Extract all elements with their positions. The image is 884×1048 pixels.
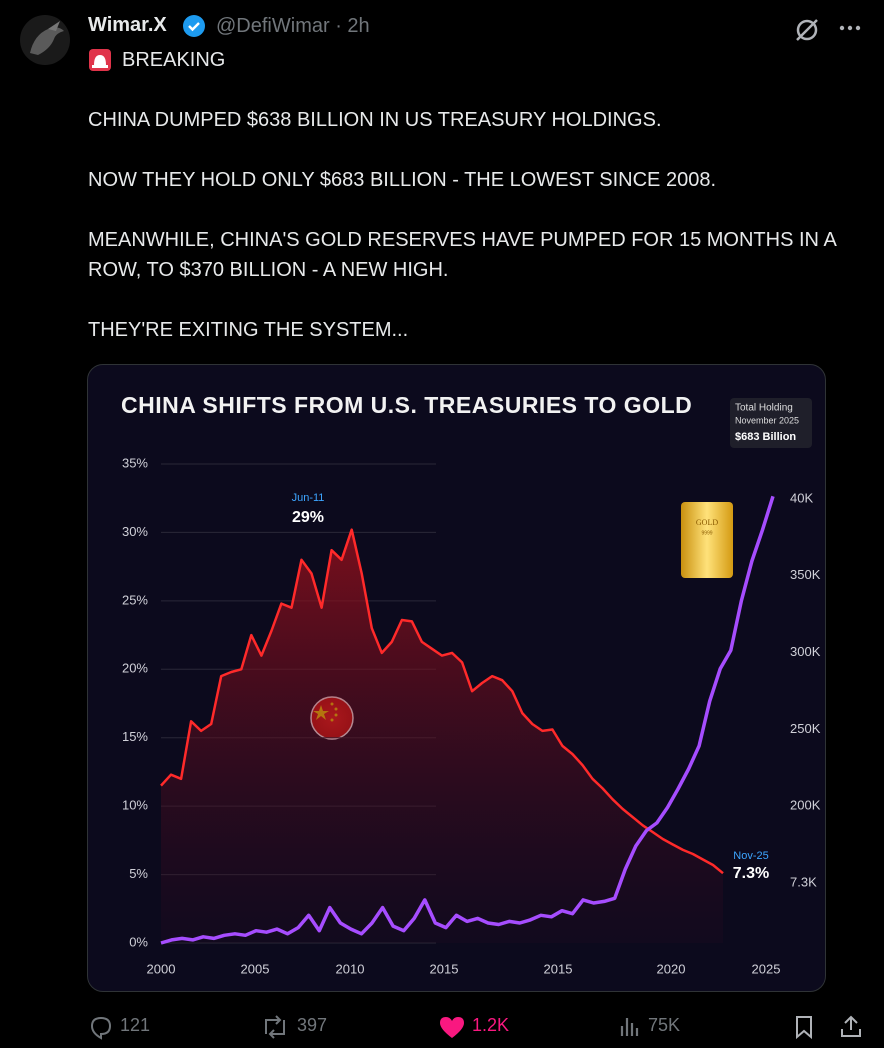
chart-image[interactable]: CHINA SHIFTS FROM U.S. TREASURIES TO GOL… xyxy=(87,364,826,992)
y2-tick-label: 300K xyxy=(790,644,821,659)
like-count[interactable]: 1.2K xyxy=(472,1015,510,1035)
annotation-value: 7.3% xyxy=(733,865,769,882)
info-box-line: Total Holding xyxy=(735,403,793,414)
grok-icon[interactable] xyxy=(793,16,821,44)
paragraph: NOW THEY HOLD ONLY $683 BILLION - THE LO… xyxy=(88,169,716,191)
y2-tick-label: 7.3K xyxy=(790,874,817,889)
annotation-value: 29% xyxy=(292,509,324,526)
y-tick-label: 30% xyxy=(122,524,148,539)
repost-icon[interactable] xyxy=(260,1014,290,1040)
x-tick-label: 2015 xyxy=(430,961,459,976)
avatar[interactable] xyxy=(20,15,70,65)
like-icon[interactable] xyxy=(438,1014,466,1040)
x-tick-label: 2015 xyxy=(544,961,573,976)
bookmark-icon[interactable] xyxy=(792,1014,816,1040)
more-icon[interactable] xyxy=(836,20,864,36)
x-tick-label: 2020 xyxy=(657,961,686,976)
y-tick-label: 20% xyxy=(122,661,148,676)
tweet-text: BREAKING CHINA DUMPED $638 BILLION IN US… xyxy=(88,45,863,375)
view-count[interactable]: 75K xyxy=(648,1015,681,1035)
info-box-line: November 2025 xyxy=(735,415,799,425)
gold-bar: GOLD 9999 xyxy=(681,502,733,578)
annotation-date: Nov-25 xyxy=(733,850,768,862)
info-box xyxy=(730,398,812,448)
siren-emoji xyxy=(89,49,111,71)
annotation-date: Jun-11 xyxy=(292,492,325,504)
y2-tick-label: 350K xyxy=(790,567,821,582)
y-tick-label: 35% xyxy=(122,455,148,470)
x-tick-label: 2005 xyxy=(241,961,270,976)
y2-tick-label: 200K xyxy=(790,798,821,813)
y-tick-label: 25% xyxy=(122,592,148,607)
author-meta[interactable]: @DefiWimar · 2h xyxy=(216,15,370,37)
share-icon[interactable] xyxy=(838,1013,864,1039)
reply-count[interactable]: 121 xyxy=(120,1015,151,1035)
info-box-line: $683 Billion xyxy=(735,431,796,443)
area xyxy=(161,529,723,943)
paragraph: CHINA DUMPED $638 BILLION IN US TREASURY… xyxy=(88,109,662,131)
author-name[interactable]: Wimar.X xyxy=(88,14,167,36)
y2-tick-label: 250K xyxy=(790,721,821,736)
repost-count[interactable]: 397 xyxy=(297,1015,328,1035)
x-tick-label: 2000 xyxy=(147,961,176,976)
series-line xyxy=(160,495,775,945)
views-icon[interactable] xyxy=(618,1014,642,1040)
paragraph: BREAKING xyxy=(122,49,226,71)
y-tick-label: 5% xyxy=(129,866,148,881)
y-tick-label: 15% xyxy=(122,729,148,744)
paragraph: THEY'RE EXITING THE SYSTEM... xyxy=(88,319,409,341)
chart-title: CHINA SHIFTS FROM U.S. TREASURIES TO GOL… xyxy=(121,392,692,418)
x-tick-label: 2025 xyxy=(752,961,781,976)
series-line xyxy=(160,528,724,875)
paragraph: MEANWHILE, CHINA'S GOLD RESERVES HAVE PU… xyxy=(88,229,836,281)
x-tick-label: 2010 xyxy=(336,961,365,976)
gold-bar-purity: 9999 xyxy=(701,530,712,536)
y-tick-label: 0% xyxy=(129,934,148,949)
y2-tick-label: 40K xyxy=(790,490,813,505)
reply-icon[interactable] xyxy=(88,1014,114,1040)
y-tick-label: 10% xyxy=(122,798,148,813)
gold-bar-label: GOLD xyxy=(696,518,718,527)
verified-badge xyxy=(183,15,205,37)
chart: CHINA SHIFTS FROM U.S. TREASURIES TO GOL… xyxy=(121,392,821,976)
